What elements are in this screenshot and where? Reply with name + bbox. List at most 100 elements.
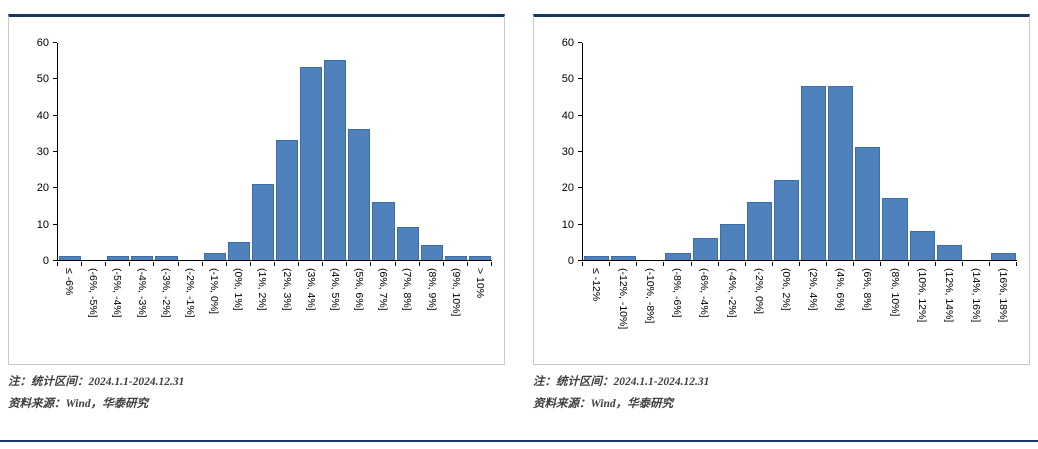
x-tick-label: (-2%, -1%] — [183, 268, 196, 318]
x-axis-labels: ≤ -12% (-12%, -10%] (-10%, -8%] (-8%, -6%] (… — [582, 261, 1017, 359]
histogram-card-left: 0 10 20 30 40 50 60 ≤ -6% (-6%, -5%] (-5%, -4%] (… — [8, 14, 505, 365]
bar-cell — [275, 43, 299, 260]
x-tick-label: ≤ -6% — [63, 268, 76, 296]
x-label-cell: (0%, 2%] — [772, 261, 799, 359]
histogram-bar — [227, 241, 250, 260]
x-label-cell: (8%, 9%] — [420, 261, 444, 359]
bar-cell — [420, 43, 444, 260]
bar-cell — [909, 43, 936, 260]
y-tick-mark — [578, 151, 582, 152]
x-tick-mark — [853, 262, 855, 266]
histogram-bar — [882, 198, 908, 260]
x-tick-label: (-1%, 0%] — [208, 268, 221, 315]
bar-cell — [773, 43, 800, 260]
bar-cell — [800, 43, 827, 260]
note-source: 资料来源：Wind，华泰研究 — [8, 398, 149, 410]
y-tick-label: 50 — [561, 73, 574, 86]
x-tick-mark — [961, 262, 963, 266]
y-tick-mark — [53, 187, 57, 189]
bar-cell — [106, 43, 130, 260]
x-tick-label: (2%, 4%] — [807, 268, 820, 311]
histogram-bar — [855, 147, 881, 260]
histogram-bar — [990, 252, 1016, 260]
x-tick-label: (16%, 18%] — [997, 268, 1010, 323]
note-source: 资料来源：Wind，华泰研究 — [533, 398, 674, 410]
x-tick-mark — [418, 262, 420, 266]
x-axis-labels: ≤ -6% (-6%, -5%] (-5%, -4%] (-4%, -3%] (-3%,… — [57, 261, 492, 359]
bar-cell — [323, 43, 347, 260]
x-tick-mark — [298, 262, 300, 266]
bar-cell — [854, 43, 881, 260]
y-axis: 0 10 20 30 40 50 60 — [17, 37, 57, 267]
histogram-bar — [719, 223, 745, 260]
x-label-cell: (6%, 8%] — [854, 261, 881, 359]
x-label-cell: (-2%, 0%] — [745, 261, 772, 359]
histogram-bar — [909, 230, 935, 260]
x-tick-label: (7%, 8%] — [401, 268, 414, 311]
bar-cell — [664, 43, 691, 260]
y-tick-mark — [53, 42, 57, 43]
x-tick-label: (-10%, -8%] — [643, 268, 656, 324]
histogram-bar — [773, 180, 799, 260]
bar-cell — [990, 43, 1017, 260]
x-label-cell: (-8%, -6%] — [664, 261, 691, 359]
histogram-bar — [692, 238, 718, 260]
x-label-cell: (4%, 5%] — [323, 261, 347, 359]
plot-area — [582, 43, 1017, 266]
x-label-cell: (5%, 6%] — [347, 261, 371, 359]
x-tick-label: (9%, 10%] — [449, 268, 462, 317]
x-tick-label: (-6%, -5%] — [87, 268, 100, 318]
histogram-bar — [59, 256, 82, 260]
histogram-bar — [275, 140, 299, 260]
histogram-bar — [131, 256, 154, 260]
histogram-bar — [801, 85, 827, 260]
x-tick-label: ≤ -12% — [589, 268, 602, 302]
histogram-bar — [396, 227, 419, 260]
plot-column: ≤ -6% (-6%, -5%] (-5%, -4%] (-4%, -3%] (-3%,… — [57, 43, 496, 359]
x-tick-mark — [81, 262, 83, 266]
x-label-cell: (-5%, -4%] — [105, 261, 129, 359]
x-tick-label: (4%, 5%] — [328, 268, 341, 311]
bar-cell — [227, 43, 251, 260]
bar-cell — [583, 43, 610, 260]
y-tick-label: 20 — [36, 182, 49, 195]
x-tick-mark — [442, 262, 444, 266]
x-tick-label: (5%, 6%] — [353, 268, 366, 311]
x-label-cell: (-4%, -3%] — [130, 261, 154, 359]
bar-cell — [610, 43, 637, 260]
x-tick-label: (-3%, -2%] — [159, 268, 172, 318]
bar-cell — [468, 43, 492, 260]
histogram-bar — [468, 256, 491, 260]
x-tick-label: (-8%, -6%] — [671, 268, 684, 318]
bar-cell — [963, 43, 990, 260]
y-tick-mark — [53, 78, 57, 80]
histogram-bar — [107, 256, 130, 260]
y-tick-label: 0 — [567, 255, 574, 267]
x-tick-mark — [225, 262, 227, 266]
y-tick-mark — [578, 187, 582, 189]
x-tick-mark — [466, 262, 468, 266]
chart-column-right: 0 10 20 30 40 50 60 ≤ -12% (-12%, -10%] (-10%, -… — [533, 14, 1030, 415]
histogram-bar — [348, 129, 371, 260]
y-axis: 0 10 20 30 40 50 60 — [542, 37, 582, 267]
x-tick-label: (8%, 10%] — [888, 268, 901, 317]
x-tick-label: (10%, 12%] — [915, 268, 928, 323]
x-tick-label: (-6%, -4%] — [698, 268, 711, 318]
chart-notes-left: 注：统计区间：2024.1.1-2024.12.31 资料来源：Wind，华泰研… — [8, 371, 505, 415]
y-tick-label: 40 — [36, 109, 49, 122]
bar-cell — [371, 43, 395, 260]
x-tick-mark — [907, 262, 909, 266]
y-tick-label: 0 — [42, 255, 49, 267]
x-tick-label: (-5%, -4%] — [111, 268, 124, 318]
chart-body: 0 10 20 30 40 50 60 ≤ -12% (-12%, -10%] (-10%, -… — [542, 37, 1021, 359]
x-tick-mark — [394, 262, 396, 266]
page-bottom-rule — [0, 440, 1038, 442]
x-tick-mark — [129, 262, 131, 266]
y-tick-mark — [53, 260, 57, 261]
x-label-cell: (-10%, -8%] — [636, 261, 663, 359]
bar-cell — [154, 43, 178, 260]
x-tick-mark — [105, 262, 107, 266]
x-tick-mark — [636, 262, 638, 266]
x-tick-mark — [771, 262, 773, 266]
x-tick-mark — [934, 262, 936, 266]
